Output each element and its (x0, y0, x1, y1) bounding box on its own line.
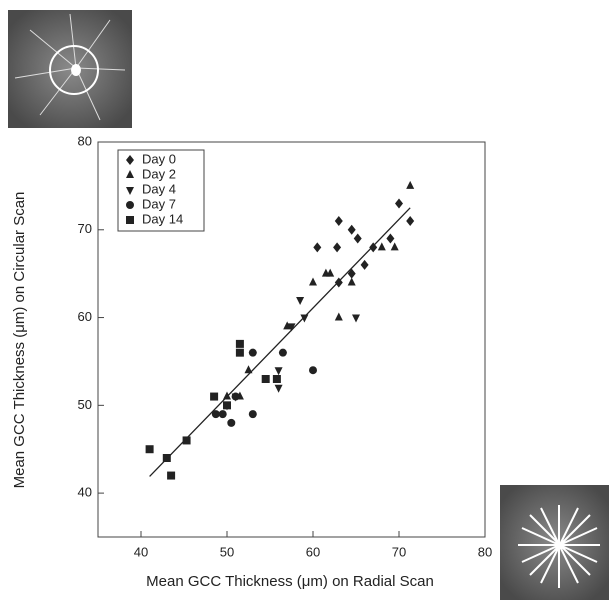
y-tick-label: 60 (78, 309, 92, 324)
legend-marker (126, 201, 134, 209)
data-point (313, 242, 322, 253)
data-point (334, 312, 343, 321)
data-point (283, 321, 292, 330)
data-point (227, 418, 236, 427)
data-point (377, 242, 386, 251)
legend-label: Day 4 (142, 181, 176, 196)
data-point (235, 348, 244, 357)
y-tick-label: 50 (78, 397, 92, 412)
y-tick-label: 80 (78, 133, 92, 148)
data-point (162, 454, 171, 462)
data-point (248, 410, 257, 419)
data-point (278, 348, 287, 357)
circular-scan-image (8, 10, 132, 128)
data-point (347, 277, 356, 286)
data-point (333, 242, 342, 253)
data-point (274, 384, 283, 393)
data-point (334, 216, 343, 226)
x-tick-label: 40 (134, 544, 148, 559)
data-point (210, 392, 219, 401)
data-point (369, 242, 378, 253)
x-tick-label: 70 (392, 544, 406, 559)
data-point (321, 268, 330, 277)
data-point (406, 216, 415, 226)
data-point (390, 242, 399, 251)
legend-marker (126, 187, 134, 195)
x-tick-label: 60 (306, 544, 320, 559)
radial-scan-image (500, 485, 609, 600)
data-point (272, 375, 281, 383)
data-point (182, 436, 191, 445)
data-point (360, 259, 369, 270)
data-point (235, 339, 244, 348)
data-point (334, 277, 343, 288)
y-tick-label: 70 (78, 221, 92, 236)
legend-marker (126, 155, 134, 165)
regression-line (149, 207, 411, 477)
data-point (223, 391, 231, 400)
x-axis-label: Mean GCC Thickness (μm) on Radial Scan (146, 573, 434, 590)
data-point (347, 224, 356, 235)
data-point (167, 471, 176, 480)
x-tick-label: 80 (478, 544, 492, 559)
data-point (386, 233, 395, 244)
x-tick-label: 50 (220, 544, 234, 559)
data-point (211, 410, 220, 419)
data-point (353, 233, 362, 244)
legend-marker (126, 170, 134, 178)
data-point (300, 314, 309, 323)
data-point (395, 198, 403, 209)
data-point (296, 297, 305, 305)
data-point (223, 401, 231, 410)
data-point (261, 375, 270, 383)
data-point (309, 277, 317, 286)
data-point (309, 366, 317, 375)
data-point (352, 314, 360, 323)
legend-label: Day 0 (142, 151, 176, 166)
data-point (287, 323, 296, 332)
legend-marker (126, 216, 134, 224)
plot-frame (97, 141, 486, 538)
data-point (231, 392, 240, 401)
data-point (347, 268, 356, 279)
y-axis-label: Mean GCC Thickness (μm) on Circular Scan (11, 192, 28, 489)
data-point (406, 180, 415, 189)
data-point (248, 348, 257, 357)
data-point (218, 410, 227, 419)
data-point (145, 445, 154, 454)
legend-label: Day 14 (142, 211, 183, 226)
data-point (244, 365, 253, 374)
data-point (274, 367, 283, 376)
legend-label: Day 2 (142, 166, 176, 181)
y-tick-label: 40 (78, 485, 92, 500)
legend-box (117, 149, 205, 232)
legend-label: Day 7 (142, 196, 176, 211)
